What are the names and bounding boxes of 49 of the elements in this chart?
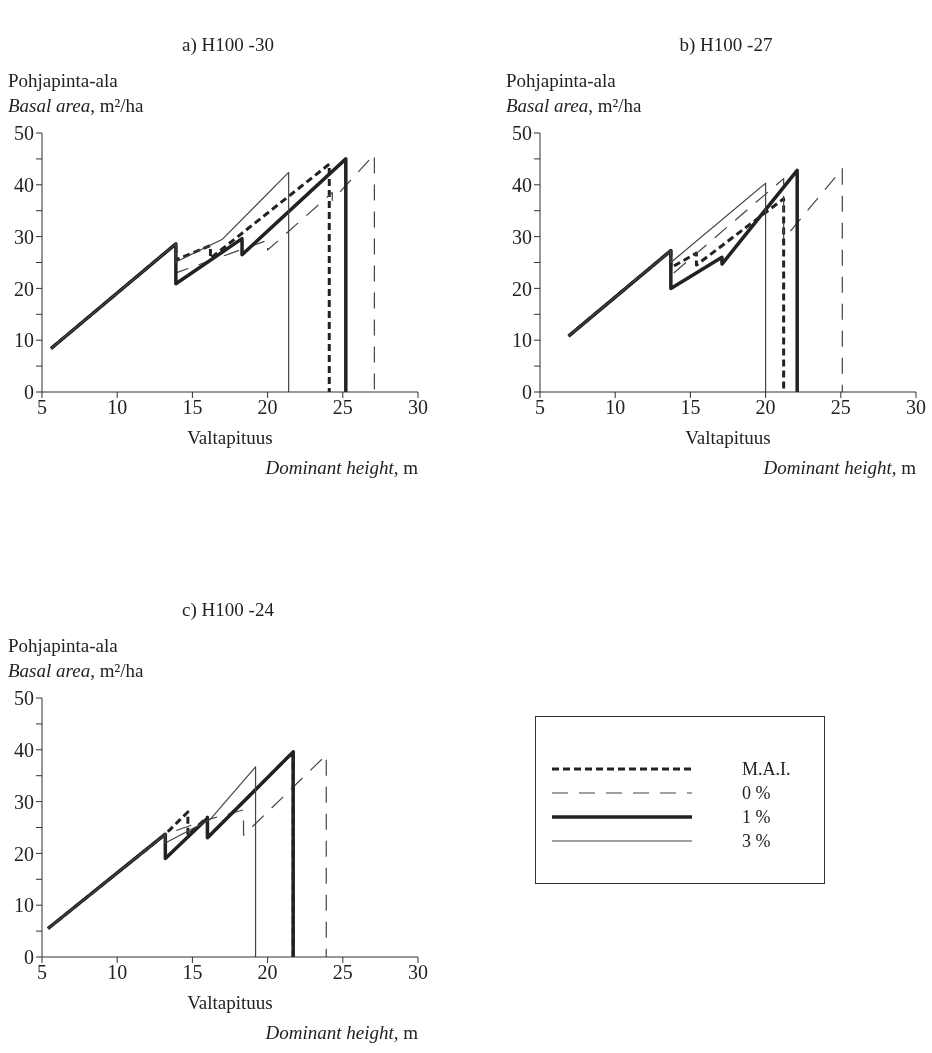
y-tick-label: 30 (14, 790, 34, 813)
x-tick-label: 10 (107, 396, 128, 419)
y-tick-label: 30 (14, 225, 34, 248)
y-tick-label: 20 (14, 277, 34, 300)
x-axis-title: Valtapituus Dominant height, m (186, 991, 418, 1045)
x-axis-title: Valtapituus Dominant height, m (684, 426, 916, 480)
y-tick-label: 50 (14, 122, 34, 145)
x-axis-title: Valtapituus Dominant height, m (186, 426, 418, 480)
x-tick-label: 5 (37, 396, 47, 419)
x-tick-label: 30 (408, 396, 428, 419)
y-axis-title: Pohjapinta-ala Basal area, m²/ha (8, 69, 144, 118)
text: 0 % (742, 782, 771, 804)
chart-title: c) H100 -24 (181, 599, 275, 621)
chart-title: a) H100 -30 (181, 34, 275, 56)
text: 1 % (742, 806, 771, 828)
y-tick-label: 50 (512, 122, 532, 145)
x-tick-label: 20 (257, 961, 278, 984)
y-axis-title: Pohjapinta-ala Basal area, m²/ha (506, 69, 642, 118)
y-tick-label: 40 (14, 738, 34, 761)
y-tick-label: 10 (14, 329, 34, 352)
x-tick-label: 5 (535, 396, 545, 419)
y-axis-title: Pohjapinta-ala Basal area, m²/ha (8, 634, 144, 683)
x-tick-label: 25 (332, 961, 353, 984)
y-tick-label: 0 (24, 381, 34, 404)
y-tick-label: 40 (14, 173, 34, 196)
y-tick-label: 10 (14, 894, 34, 917)
text: M.A.I. (742, 758, 791, 780)
y-tick-label: 50 (14, 687, 34, 710)
y-tick-label: 0 (522, 381, 532, 404)
x-tick-label: 15 (182, 396, 203, 419)
chart-title: b) H100 -27 (678, 34, 774, 56)
text: 3 % (742, 830, 771, 852)
y-tick-label: 0 (24, 946, 34, 969)
x-tick-label: 20 (755, 396, 776, 419)
x-tick-label: 25 (332, 396, 353, 419)
y-tick-label: 20 (14, 842, 34, 865)
x-tick-label: 20 (257, 396, 278, 419)
x-tick-label: 5 (37, 961, 47, 984)
x-tick-label: 15 (680, 396, 701, 419)
x-tick-label: 25 (830, 396, 851, 419)
x-tick-label: 30 (906, 396, 926, 419)
y-tick-label: 20 (512, 277, 532, 300)
x-tick-label: 15 (182, 961, 203, 984)
x-tick-label: 10 (605, 396, 626, 419)
y-tick-label: 30 (512, 225, 532, 248)
x-tick-label: 30 (408, 961, 428, 984)
x-tick-label: 10 (107, 961, 128, 984)
y-tick-label: 40 (512, 173, 532, 196)
y-tick-label: 10 (512, 329, 532, 352)
